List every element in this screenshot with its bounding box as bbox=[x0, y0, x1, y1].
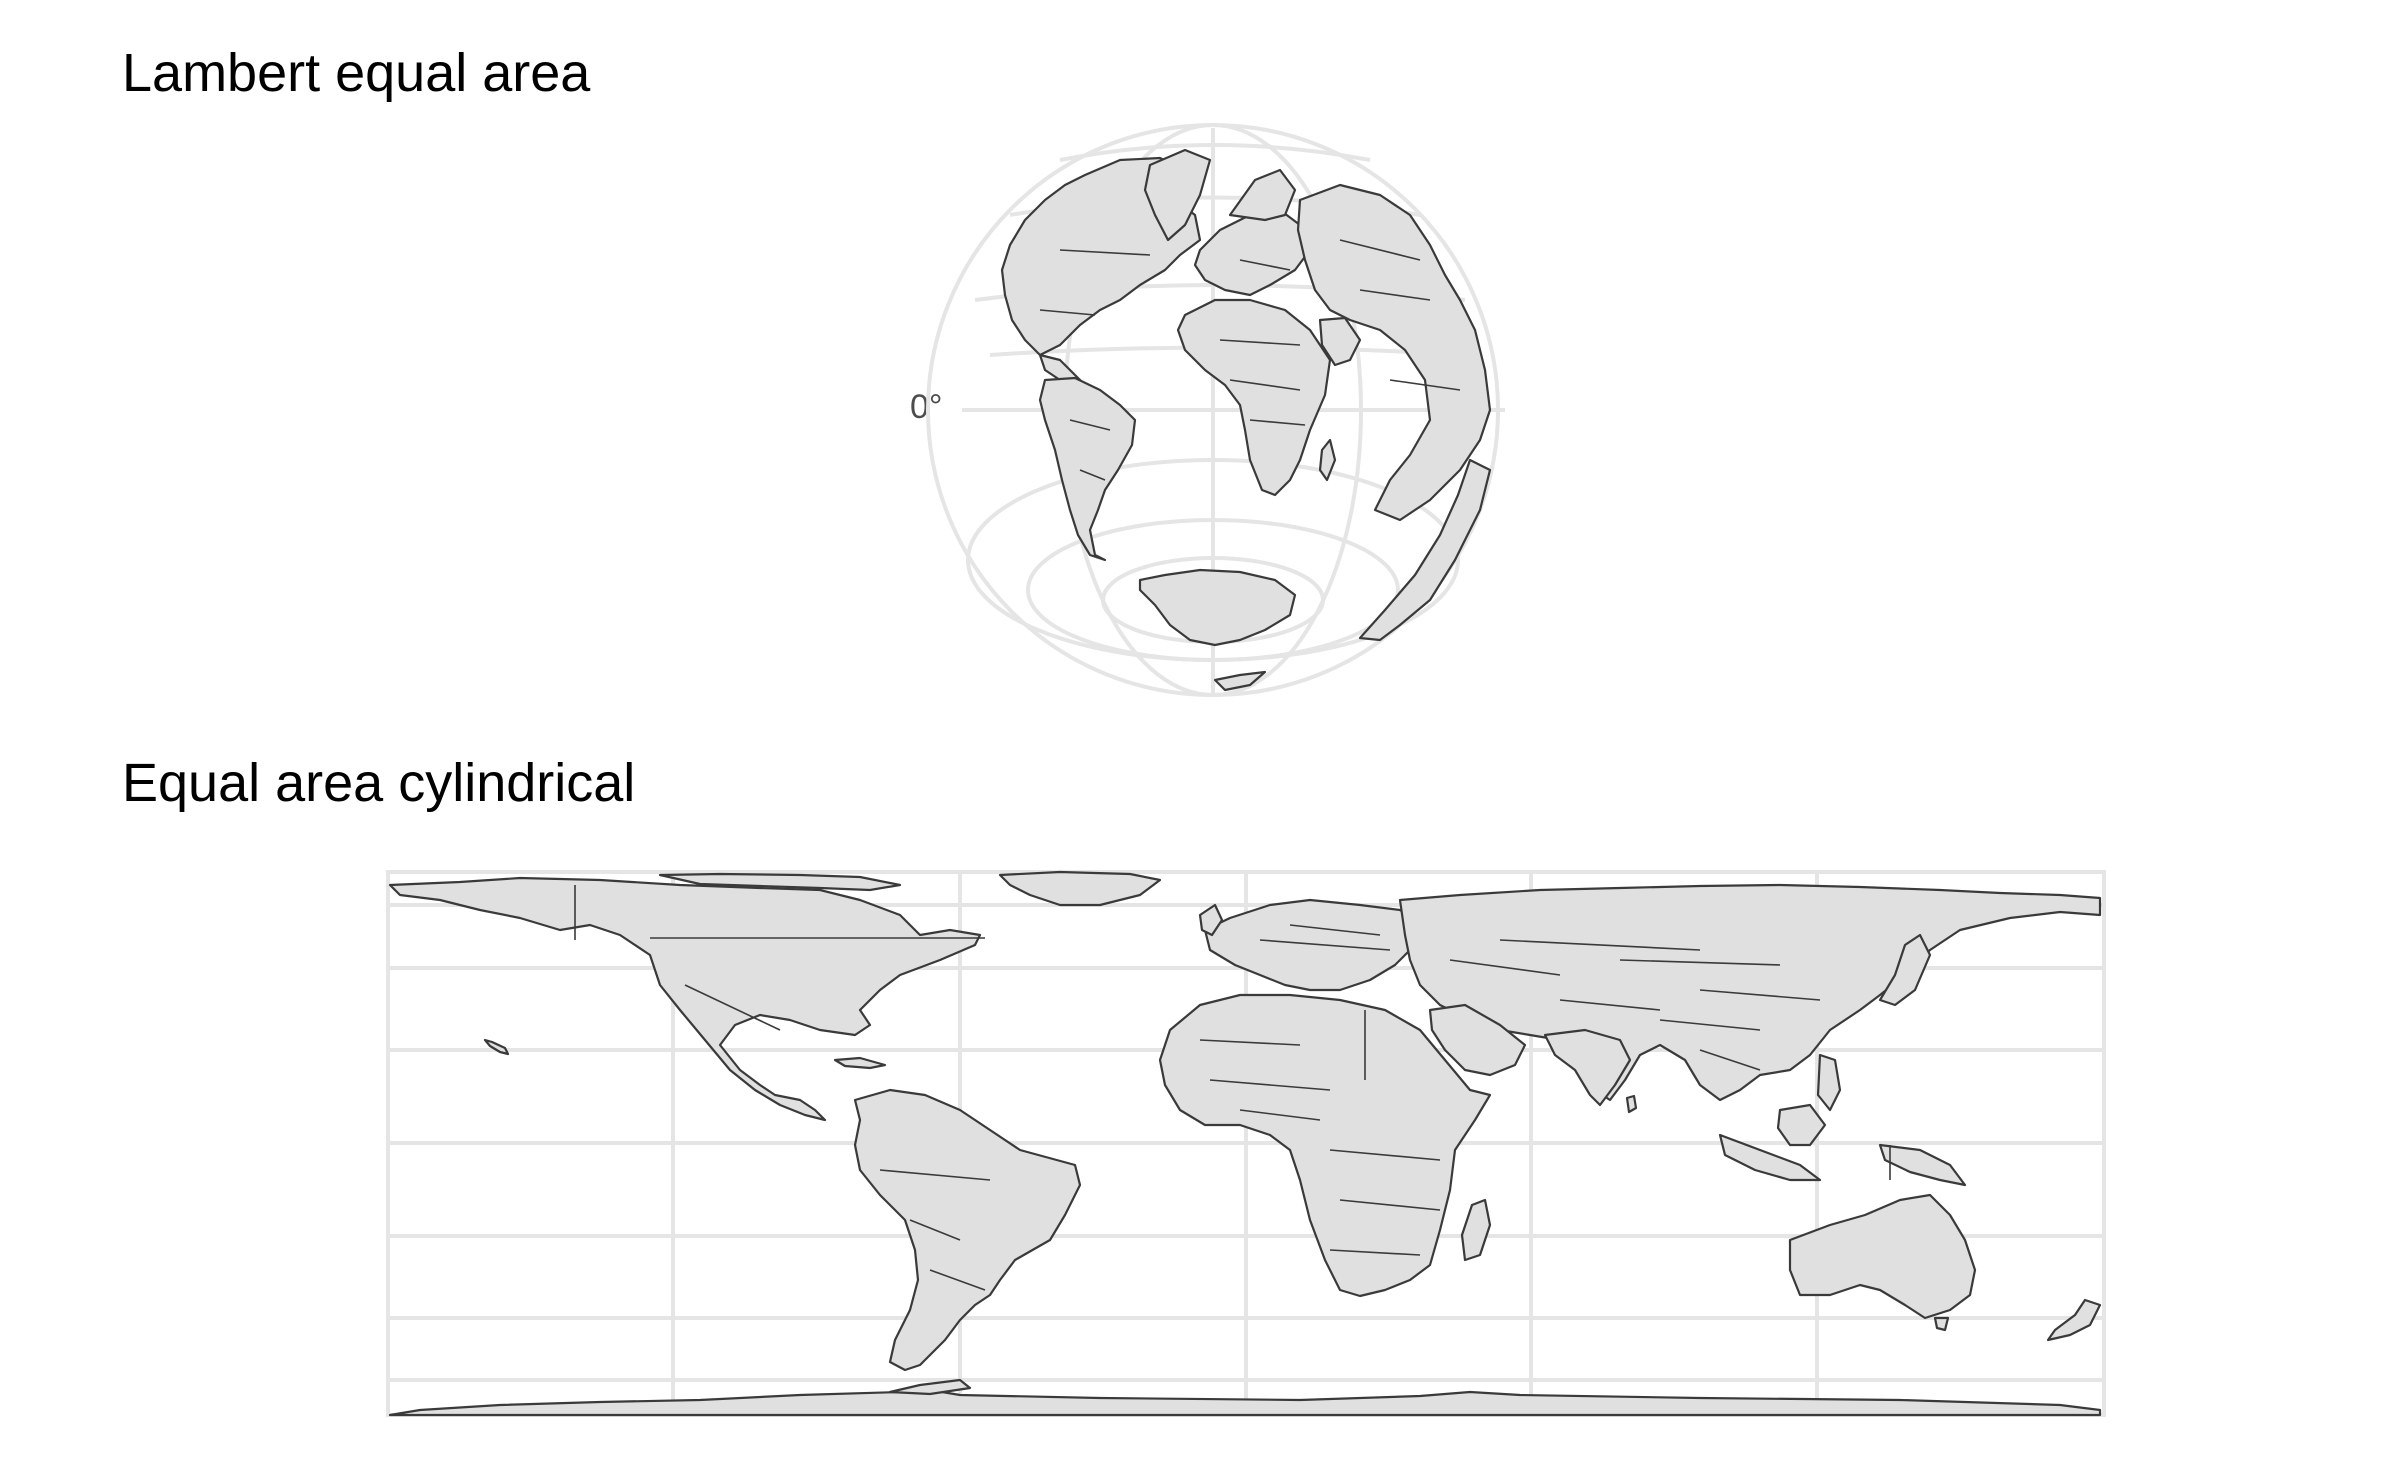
land-philippines bbox=[1816, 1053, 1842, 1112]
land-madagascar bbox=[1460, 1198, 1492, 1262]
land-antarctica bbox=[1138, 568, 1297, 647]
land-scandinavia bbox=[1228, 168, 1297, 222]
land-north-america bbox=[388, 876, 982, 1122]
land-uk bbox=[1198, 903, 1224, 937]
land-borneo bbox=[1776, 1103, 1827, 1147]
land-antarctica bbox=[388, 1388, 2102, 1417]
land-south-america bbox=[1038, 376, 1137, 562]
land-new-guinea bbox=[1878, 1143, 1967, 1187]
land-arabia bbox=[1318, 316, 1362, 367]
land-east-edge bbox=[1358, 458, 1492, 642]
lambert-map-title: Lambert equal area bbox=[122, 43, 591, 103]
cylindrical-map-title: Equal area cylindrical bbox=[122, 753, 636, 813]
land-antarctic-peninsula bbox=[888, 1378, 972, 1396]
land-india bbox=[1543, 1028, 1632, 1107]
cylindrical-map bbox=[386, 870, 2106, 1417]
land-arabia bbox=[1428, 1003, 1527, 1077]
cylindrical-borders bbox=[574, 885, 1891, 1291]
lambert-borders bbox=[1039, 239, 1461, 481]
graticule-parallel bbox=[1059, 143, 1371, 162]
land-greenland bbox=[1143, 148, 1212, 242]
land-africa bbox=[1176, 298, 1332, 497]
land-arctic-islands bbox=[658, 872, 902, 892]
lambert-map bbox=[926, 123, 1505, 697]
land-australia bbox=[1788, 1193, 1977, 1320]
land-europe bbox=[1203, 898, 1422, 992]
land-africa bbox=[1158, 993, 1492, 1298]
land-antarctic-fringe bbox=[1213, 670, 1267, 692]
lambert-land bbox=[1000, 148, 1492, 692]
land-madagascar bbox=[1318, 438, 1337, 482]
land-indonesia bbox=[1718, 1133, 1822, 1182]
land-hawaii bbox=[483, 1038, 510, 1056]
cylindrical-land bbox=[388, 870, 2102, 1417]
land-sri-lanka bbox=[1625, 1094, 1638, 1114]
land-caribbean bbox=[833, 1056, 887, 1070]
graticule-parallel bbox=[1026, 518, 1400, 662]
land-greenland bbox=[998, 870, 1162, 907]
land-new-zealand bbox=[2046, 1298, 2102, 1342]
land-japan bbox=[1878, 933, 1932, 1007]
land-tasmania bbox=[1933, 1316, 1950, 1332]
land-south-america bbox=[853, 1088, 1082, 1372]
land-asia bbox=[1296, 183, 1492, 522]
